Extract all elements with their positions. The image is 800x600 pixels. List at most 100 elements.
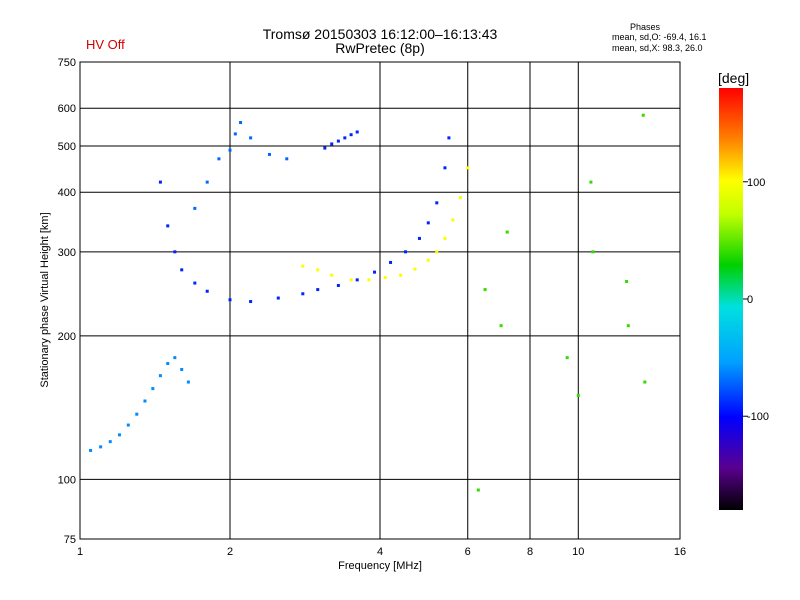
data-point: [249, 300, 253, 304]
data-point: [316, 268, 320, 272]
data-point: [267, 152, 271, 156]
x-tick-label: 10: [572, 546, 584, 558]
data-point: [383, 276, 387, 280]
data-point: [435, 201, 439, 205]
data-point: [249, 136, 253, 140]
data-point: [276, 296, 280, 300]
x-axis-label: Frequency [MHz]: [338, 560, 422, 572]
data-point: [458, 195, 462, 199]
data-point: [301, 264, 305, 268]
data-point: [135, 412, 139, 416]
data-point: [336, 283, 340, 287]
phase-o-stats: mean, sd,O: -69.4, 16.1: [612, 32, 707, 42]
data-point: [180, 268, 184, 272]
data-point: [239, 121, 243, 125]
data-point: [205, 180, 209, 184]
y-axis-ticks: 75 100 200 300 400 500 600 750: [58, 57, 76, 546]
data-point: [626, 324, 630, 328]
data-point: [466, 166, 470, 170]
y-tick-label: 600: [58, 103, 76, 115]
data-point: [151, 387, 155, 391]
data-point: [99, 445, 103, 449]
data-point: [565, 356, 569, 360]
data-point: [117, 433, 121, 437]
data-point: [399, 273, 403, 277]
chart-title-line2: RwPretec (8p): [335, 40, 425, 56]
data-point: [505, 230, 509, 234]
data-point: [158, 180, 162, 184]
data-point: [417, 236, 421, 240]
x-tick-label: 1: [77, 546, 83, 558]
data-points: [89, 113, 647, 492]
y-tick-label: 500: [58, 141, 76, 153]
x-tick-label: 6: [465, 546, 471, 558]
data-point: [330, 142, 334, 146]
plot-grid: [80, 62, 680, 539]
colorbar-tick-label: -100: [747, 411, 769, 423]
y-axis-label: Stationary phase Virtual Height [km]: [39, 212, 51, 387]
data-point: [89, 448, 93, 452]
data-point: [316, 288, 320, 292]
phase-x-stats: mean, sd,X: 98.3, 26.0: [612, 43, 703, 53]
data-point: [413, 267, 417, 271]
x-tick-label: 16: [674, 546, 686, 558]
data-point: [499, 324, 503, 328]
data-point: [643, 380, 647, 384]
data-point: [625, 279, 629, 283]
y-tick-label: 200: [58, 331, 76, 343]
colorbar-tick-label: 0: [747, 294, 753, 306]
colorbar-ticks: 100 0 -100: [743, 177, 769, 423]
data-point: [285, 157, 289, 161]
data-point: [373, 270, 377, 274]
x-tick-label: 2: [227, 546, 233, 558]
data-point: [355, 130, 359, 134]
data-point: [443, 166, 447, 170]
data-point: [323, 146, 327, 150]
data-point: [233, 132, 237, 136]
data-point: [403, 250, 407, 254]
data-point: [447, 136, 451, 140]
data-point: [336, 139, 340, 143]
chart-title-line1: Tromsø 20150303 16:12:00–16:13:43: [262, 26, 498, 42]
phase-box-title: Phases: [630, 22, 661, 32]
data-point: [476, 488, 480, 492]
hv-status-label: HV Off: [86, 37, 125, 52]
data-point: [143, 399, 147, 403]
colorbar-tick-label: 100: [747, 177, 765, 189]
data-point: [349, 278, 353, 282]
data-point: [330, 273, 334, 277]
data-point: [186, 380, 190, 384]
y-tick-label: 100: [58, 474, 76, 486]
data-point: [108, 440, 112, 444]
data-point: [641, 113, 645, 117]
data-point: [217, 157, 221, 161]
y-tick-label: 400: [58, 187, 76, 199]
y-tick-label: 750: [58, 57, 76, 69]
colorbar-label: [deg]: [718, 70, 750, 86]
data-point: [443, 236, 447, 240]
data-point: [173, 356, 177, 360]
data-point: [166, 224, 170, 228]
y-tick-label: 75: [64, 534, 76, 546]
data-point: [158, 374, 162, 378]
data-point: [576, 393, 580, 397]
x-tick-label: 4: [377, 546, 383, 558]
data-point: [343, 136, 347, 140]
x-axis-ticks: 1 2 4 6 8 10 16: [77, 546, 686, 558]
data-point: [426, 221, 430, 225]
data-point: [435, 250, 439, 254]
data-point: [591, 250, 595, 254]
data-point: [193, 206, 197, 210]
colorbar: [719, 88, 743, 510]
data-point: [193, 281, 197, 285]
data-point: [301, 292, 305, 296]
data-point: [173, 250, 177, 254]
data-point: [166, 361, 170, 365]
data-point: [205, 289, 209, 293]
data-point: [180, 367, 184, 371]
data-point: [483, 288, 487, 292]
data-point: [355, 278, 359, 282]
plot-frame: [79, 61, 681, 540]
y-tick-label: 300: [58, 247, 76, 259]
